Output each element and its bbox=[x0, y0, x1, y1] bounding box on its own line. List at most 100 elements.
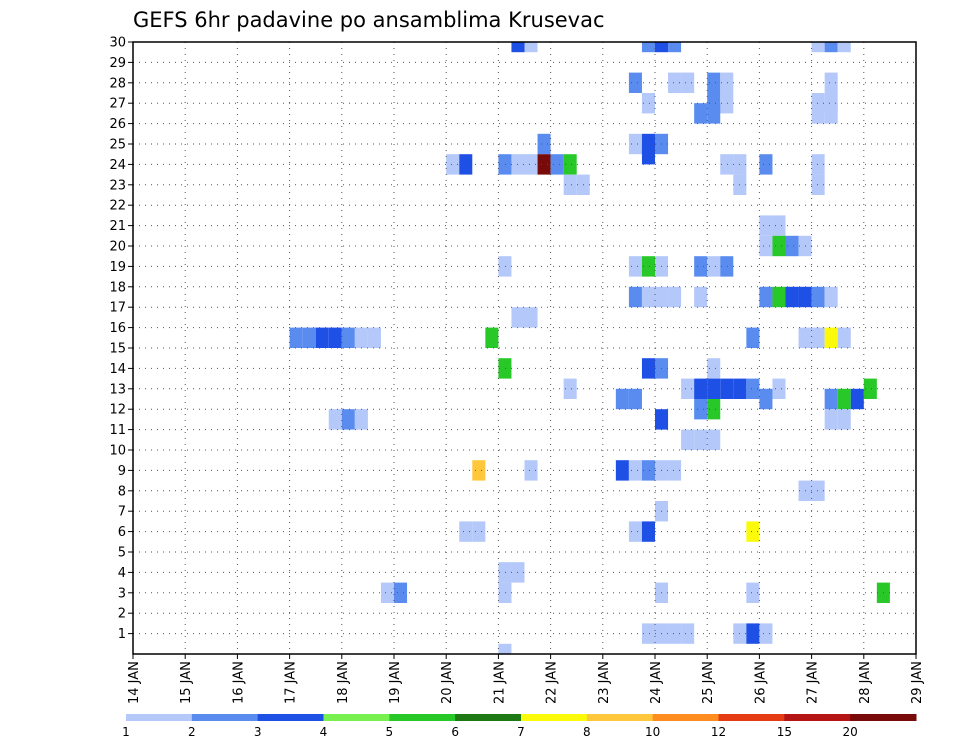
colorbar-label-4: 4 bbox=[320, 725, 328, 739]
heatmap-cell-89 bbox=[694, 378, 708, 399]
heatmap-cell-134 bbox=[746, 582, 760, 603]
heatmap-cell-20 bbox=[707, 103, 721, 124]
heatmap-cell-106 bbox=[354, 409, 368, 430]
heatmap-cell-68 bbox=[511, 307, 525, 328]
heatmap-cell-116 bbox=[628, 460, 642, 481]
heatmap-cell-88 bbox=[681, 378, 695, 399]
heatmap-cells bbox=[289, 42, 890, 654]
heatmap-cell-44 bbox=[759, 215, 773, 236]
heatmap-cell-97 bbox=[628, 388, 642, 410]
colorbar-swatch-1 bbox=[191, 714, 259, 721]
heatmap-cell-136 bbox=[641, 623, 655, 644]
colorbar-swatch-10 bbox=[784, 714, 851, 721]
heatmap-cell-143 bbox=[498, 643, 512, 654]
x-tick-label-14: 28 JAN bbox=[858, 661, 873, 704]
heatmap-cell-78 bbox=[746, 327, 760, 348]
heatmap-cell-71 bbox=[302, 327, 316, 348]
x-tick-label-15: 29 JAN bbox=[910, 661, 925, 704]
y-tick-label-28: 28 bbox=[109, 76, 126, 91]
heatmap-cell-21 bbox=[811, 103, 825, 124]
heatmap-cell-102 bbox=[837, 388, 851, 410]
heatmap-cell-95 bbox=[863, 378, 877, 399]
heatmap-cell-19 bbox=[694, 103, 708, 124]
y-tick-label-6: 6 bbox=[118, 525, 126, 540]
heatmap-cell-104 bbox=[328, 409, 342, 430]
heatmap-cell-142 bbox=[759, 623, 773, 644]
heatmap-cell-50 bbox=[498, 256, 512, 277]
y-tick-label-2: 2 bbox=[118, 607, 126, 622]
y-tick-label-20: 20 bbox=[109, 240, 126, 255]
heatmap-cell-54 bbox=[694, 256, 708, 277]
heatmap-cell-34 bbox=[550, 154, 564, 175]
y-axis-ticks: 1234567891011121314151617181920212223242… bbox=[109, 36, 133, 642]
colorbar-swatch-3 bbox=[323, 714, 390, 721]
colorbar-label-6: 6 bbox=[451, 725, 459, 739]
heatmap-cell-130 bbox=[380, 582, 394, 603]
heatmap-cell-131 bbox=[394, 582, 408, 603]
x-tick-label-8: 22 JAN bbox=[545, 661, 560, 704]
heatmap-cell-5 bbox=[811, 42, 825, 53]
x-tick-label-3: 17 JAN bbox=[284, 661, 299, 704]
heatmap-cell-0 bbox=[511, 42, 525, 53]
colorbar-swatch-4 bbox=[389, 714, 456, 721]
x-tick-label-2: 16 JAN bbox=[231, 661, 246, 704]
heatmap-cell-47 bbox=[772, 235, 786, 257]
heatmap-cell-66 bbox=[811, 286, 825, 308]
heatmap-cell-101 bbox=[824, 388, 838, 410]
heatmap-cell-45 bbox=[772, 215, 786, 236]
heatmap-cell-126 bbox=[641, 521, 655, 542]
colorbar-swatch-8 bbox=[652, 714, 719, 721]
heatmap-cell-79 bbox=[798, 327, 812, 348]
heatmap-cell-57 bbox=[628, 286, 642, 308]
heatmap-cell-100 bbox=[759, 388, 773, 410]
y-tick-label-9: 9 bbox=[118, 464, 126, 479]
heatmap-cell-115 bbox=[615, 460, 629, 481]
heatmap-cell-83 bbox=[498, 358, 512, 379]
y-tick-label-22: 22 bbox=[109, 199, 126, 214]
y-tick-label-21: 21 bbox=[109, 219, 126, 234]
heatmap-cell-48 bbox=[785, 235, 799, 257]
heatmap-cell-74 bbox=[341, 327, 355, 348]
heatmap-cell-36 bbox=[720, 154, 734, 175]
heatmap-cell-114 bbox=[524, 460, 538, 481]
heatmap-cell-121 bbox=[811, 480, 825, 501]
heatmap-cell-11 bbox=[707, 72, 721, 93]
heatmap-cell-111 bbox=[694, 429, 708, 450]
heatmap-cell-63 bbox=[772, 286, 786, 308]
heatmap-cell-64 bbox=[785, 286, 799, 308]
heatmap-cell-110 bbox=[681, 429, 695, 450]
y-tick-label-14: 14 bbox=[109, 362, 126, 377]
heatmap-cell-124 bbox=[472, 521, 486, 542]
heatmap-cell-59 bbox=[655, 286, 669, 308]
y-tick-label-25: 25 bbox=[109, 138, 126, 153]
y-tick-label-5: 5 bbox=[118, 546, 126, 561]
heatmap-cell-77 bbox=[485, 327, 499, 348]
heatmap-cell-91 bbox=[720, 378, 734, 399]
heatmap-cell-112 bbox=[707, 429, 721, 450]
heatmap-cell-14 bbox=[641, 93, 655, 114]
heatmap-cell-69 bbox=[524, 307, 538, 328]
heatmap-cell-125 bbox=[628, 521, 642, 542]
heatmap-cell-81 bbox=[824, 327, 838, 348]
y-tick-label-1: 1 bbox=[118, 627, 126, 642]
grid-lines bbox=[133, 42, 916, 654]
colorbar-swatch-9 bbox=[718, 714, 785, 721]
colorbar-swatch-7 bbox=[586, 714, 654, 721]
heatmap-cell-65 bbox=[798, 286, 812, 308]
y-tick-label-3: 3 bbox=[118, 586, 126, 601]
heatmap-cell-107 bbox=[655, 409, 669, 430]
heatmap-cell-75 bbox=[354, 327, 368, 348]
heatmap-cell-7 bbox=[837, 42, 851, 53]
colorbar-label-8: 8 bbox=[583, 725, 591, 739]
heatmap-cell-40 bbox=[563, 174, 577, 195]
y-tick-label-24: 24 bbox=[109, 158, 126, 173]
heatmap-cell-138 bbox=[668, 623, 682, 644]
y-tick-label-17: 17 bbox=[109, 301, 126, 316]
colorbar-swatch-11 bbox=[850, 714, 917, 721]
heatmap-cell-60 bbox=[668, 286, 682, 308]
heatmap-cell-96 bbox=[615, 388, 629, 410]
y-tick-label-10: 10 bbox=[109, 444, 126, 459]
heatmap-cell-127 bbox=[746, 521, 760, 542]
heatmap-cell-84 bbox=[641, 358, 655, 379]
heatmap-cell-35 bbox=[563, 154, 577, 175]
